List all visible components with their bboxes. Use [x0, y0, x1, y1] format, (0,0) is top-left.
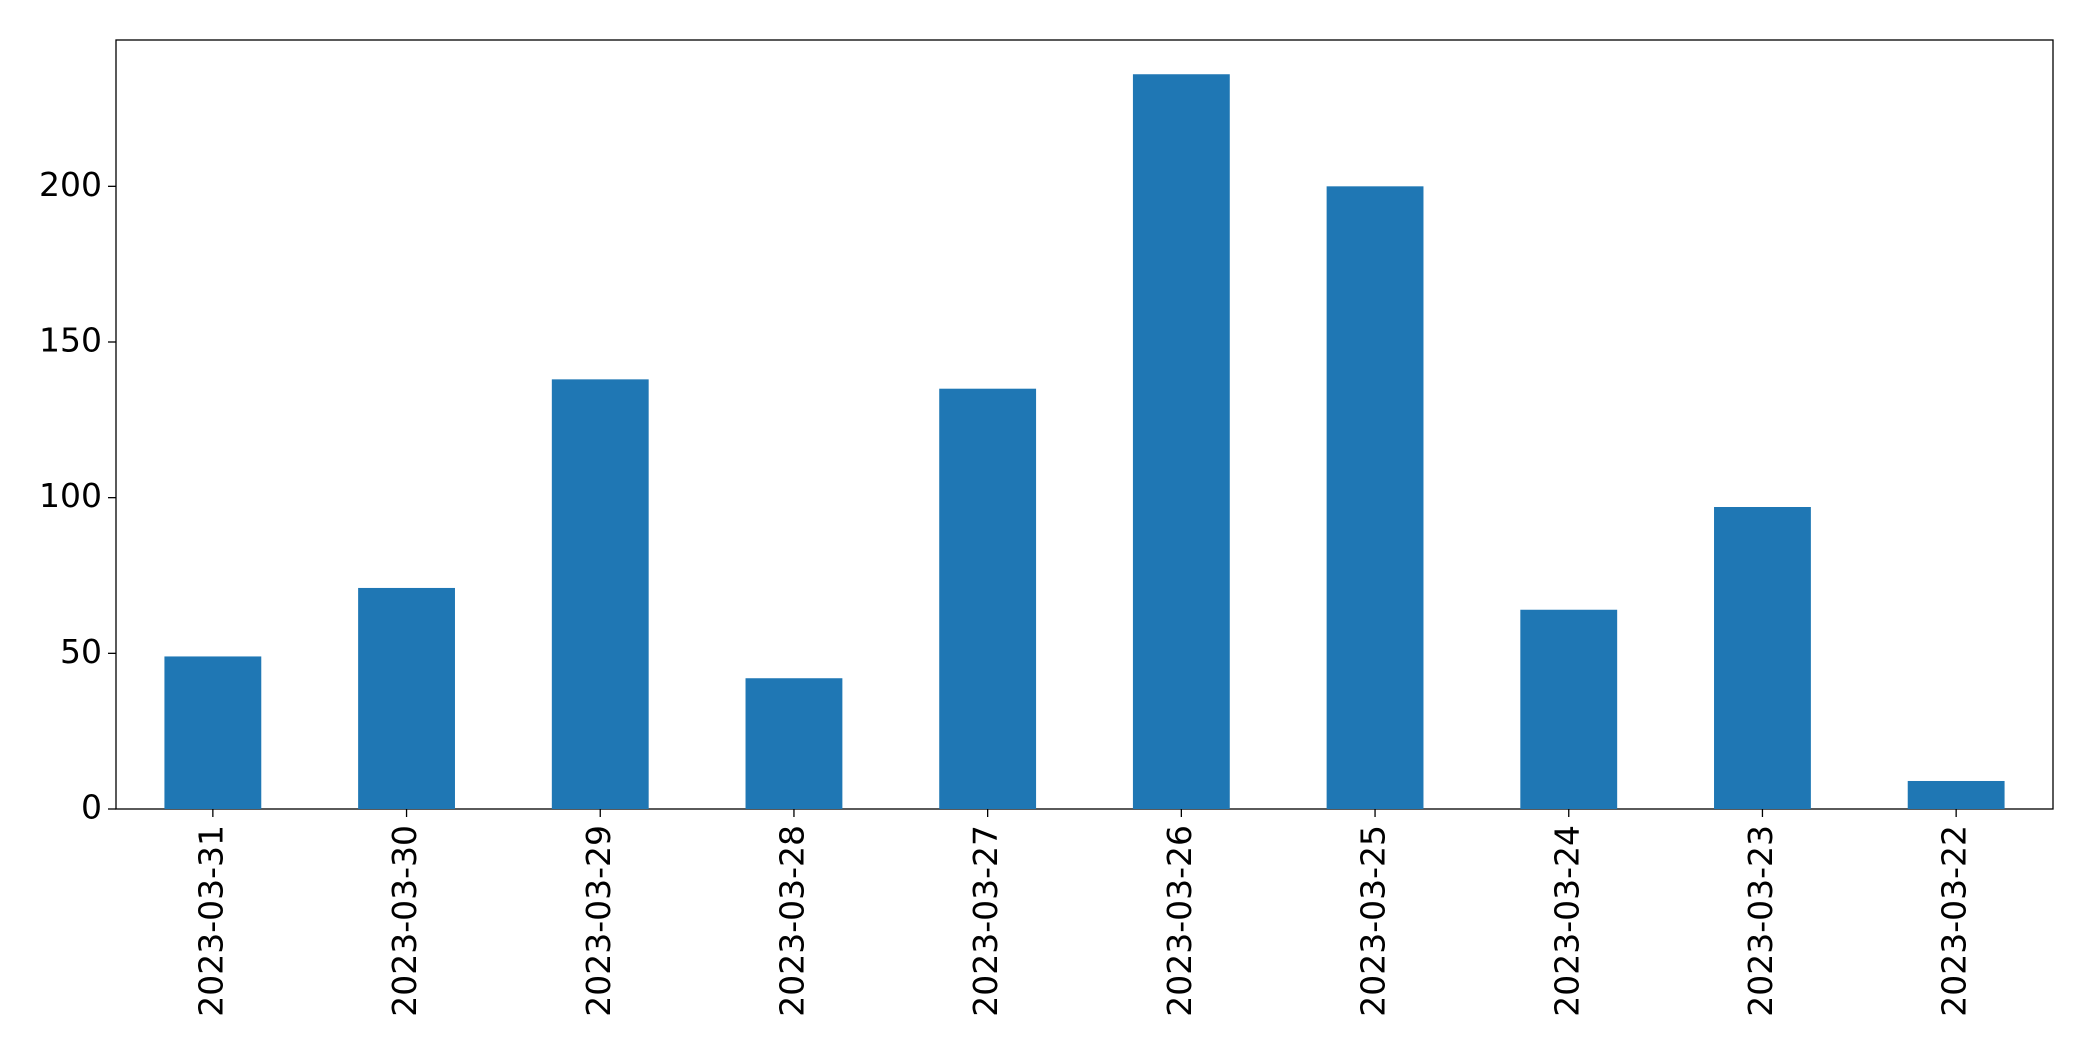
bar: [358, 587, 455, 809]
y-tick-label: 50: [60, 632, 102, 671]
bar: [164, 656, 262, 809]
plot-frame: [115, 39, 2054, 810]
bar: [1907, 780, 2005, 809]
bar: [1714, 507, 1811, 809]
x-tick-label: 2023-03-23: [1741, 825, 1780, 1017]
bar: [939, 388, 1037, 809]
x-tick-label: 2023-03-27: [966, 825, 1005, 1017]
x-tick-label: 2023-03-24: [1547, 825, 1586, 1017]
bar: [1520, 609, 1618, 809]
bar: [745, 678, 843, 809]
x-tick-label: 2023-03-31: [191, 825, 230, 1017]
x-tick-label: 2023-03-22: [1935, 825, 1974, 1017]
y-tick-label: 0: [81, 788, 102, 827]
y-tick-label: 100: [39, 476, 102, 515]
x-tick-label: 2023-03-26: [1160, 825, 1199, 1017]
bar: [1326, 186, 1424, 809]
y-tick-label: 200: [39, 165, 102, 204]
x-tick-label: 2023-03-29: [579, 825, 618, 1017]
x-tick-label: 2023-03-30: [385, 825, 424, 1017]
bar: [1132, 74, 1230, 810]
x-tick-label: 2023-03-28: [772, 825, 811, 1017]
bar: [551, 379, 649, 809]
y-tick-label: 150: [39, 320, 102, 359]
x-tick-label: 2023-03-25: [1354, 825, 1393, 1017]
